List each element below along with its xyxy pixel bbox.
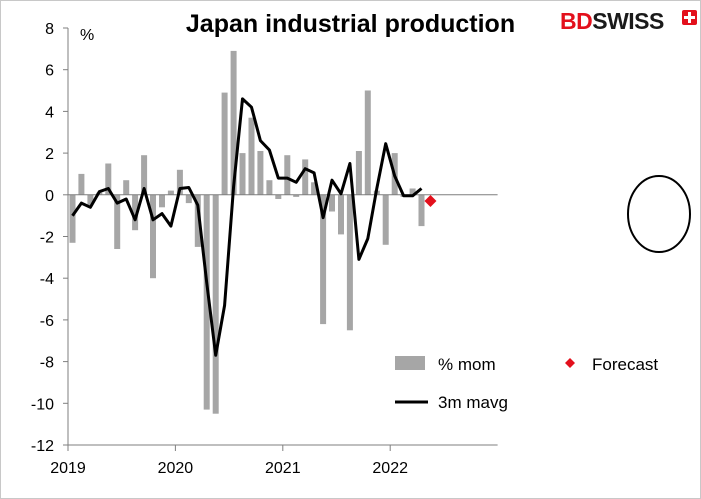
bar-2021-06	[329, 194, 335, 212]
bar-2022-03	[409, 188, 416, 195]
bar-2021-08	[346, 194, 353, 331]
legend-swatch-bar	[395, 356, 425, 370]
bar-2021-03	[302, 159, 309, 195]
legend-label-forecast: Forecast	[592, 355, 658, 374]
bar-2021-01	[284, 155, 291, 195]
y-tick-label: 2	[45, 146, 54, 163]
x-tick-label: 2022	[372, 460, 408, 477]
y-tick-label: 6	[45, 63, 54, 80]
bar-2021-09	[355, 151, 362, 195]
bar-2019-09	[141, 155, 148, 195]
logo-text-swiss: SWISS	[592, 8, 664, 34]
y-tick-label: -4	[40, 271, 54, 288]
brand-logo: BDSWISS	[560, 8, 697, 34]
legend-swatch-forecast	[565, 358, 575, 368]
series-line-3m-mavg	[71, 97, 423, 357]
y-tick-label: 8	[45, 21, 54, 38]
bar-2020-07	[230, 50, 237, 195]
bar-2019-03	[87, 194, 94, 206]
logo-text-bd: BD	[560, 8, 593, 34]
bar-2020-02	[185, 194, 192, 204]
legend-label-mavg: 3m mavg	[438, 393, 508, 412]
bar-2019-05	[105, 163, 112, 195]
bar-2020-03	[194, 194, 201, 247]
forecast-point	[424, 195, 437, 208]
bar-2020-04	[203, 194, 210, 410]
bar-2019-10	[150, 194, 156, 279]
y-tick-label: -6	[40, 313, 54, 330]
y-tick-label: 0	[45, 188, 54, 205]
bar-2021-05	[320, 194, 327, 325]
x-tick-label: 2021	[265, 460, 301, 477]
bar-2020-01	[176, 169, 183, 195]
bar-2021-07	[338, 194, 344, 235]
x-tick-label: 2020	[158, 460, 194, 477]
bar-2020-09	[248, 117, 255, 195]
y-axis-unit: %	[80, 27, 94, 44]
bar-2020-12	[275, 194, 282, 199]
bar-2019-01	[69, 194, 76, 243]
bar-2020-06	[221, 92, 228, 195]
y-tick-label: -12	[31, 438, 54, 455]
bar-2022-04	[418, 194, 425, 227]
legend-label-mom: % mom	[438, 355, 496, 374]
bar-2019-06	[114, 194, 121, 249]
bar-2020-08	[239, 153, 246, 195]
bar-2019-08	[132, 194, 139, 231]
bar-2021-12	[382, 194, 389, 245]
bar-2021-04	[311, 182, 318, 195]
annotation-circle	[627, 175, 691, 253]
bar-2019-07	[123, 180, 130, 195]
chart-title: Japan industrial production	[185, 10, 516, 38]
y-tick-label: -8	[40, 355, 54, 372]
bar-2019-02	[78, 173, 85, 195]
bar-2020-05	[212, 194, 219, 414]
x-tick-label: 2019	[50, 460, 86, 477]
y-tick-label: 4	[45, 104, 54, 121]
bar-2020-11	[266, 180, 273, 195]
bar-2021-02	[293, 194, 300, 197]
bar-2019-11	[159, 194, 165, 208]
swiss-cross-icon	[682, 10, 697, 25]
y-tick-label: -2	[40, 230, 54, 247]
bar-2019-12	[167, 190, 174, 195]
bar-2021-10	[364, 90, 371, 195]
bar-2020-10	[257, 151, 264, 195]
y-tick-label: -10	[31, 396, 54, 413]
